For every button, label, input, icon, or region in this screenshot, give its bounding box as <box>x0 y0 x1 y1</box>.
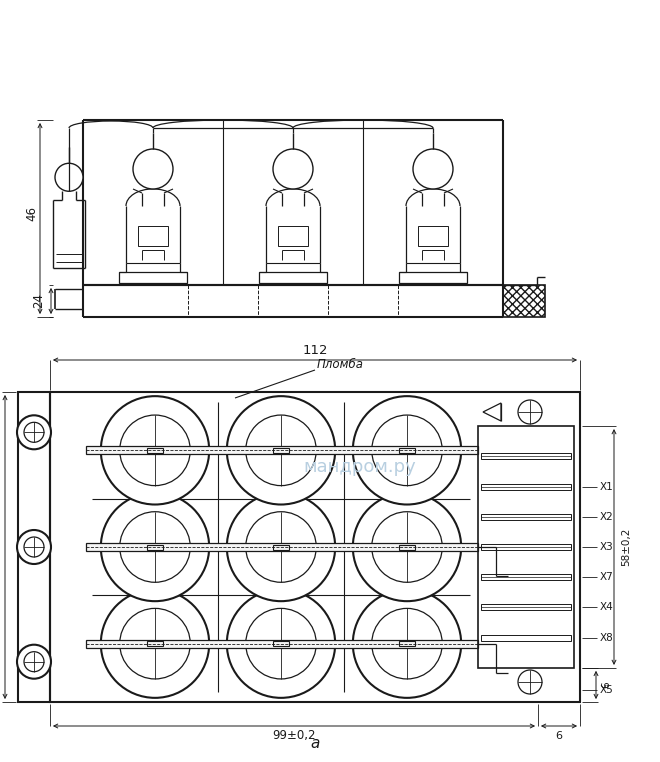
Text: мандром.ру: мандром.ру <box>304 458 416 476</box>
Bar <box>503 285 545 317</box>
Bar <box>481 575 571 580</box>
Circle shape <box>372 512 442 582</box>
Bar <box>147 545 163 549</box>
Bar <box>399 545 415 549</box>
Circle shape <box>353 396 461 504</box>
Bar <box>418 226 448 246</box>
Bar <box>278 226 308 246</box>
Text: 24: 24 <box>32 293 46 309</box>
Bar <box>478 426 574 668</box>
Bar <box>86 639 478 648</box>
Text: X5: X5 <box>600 685 614 695</box>
Bar <box>481 484 571 489</box>
Text: X8: X8 <box>600 632 614 642</box>
Text: 71: 71 <box>0 539 1 555</box>
Circle shape <box>353 590 461 698</box>
Bar <box>481 514 571 520</box>
Text: 99±0,2: 99±0,2 <box>272 729 315 742</box>
Text: 58±0,2: 58±0,2 <box>621 528 631 566</box>
Bar <box>481 635 571 641</box>
Circle shape <box>246 608 316 679</box>
Bar <box>273 545 289 549</box>
Circle shape <box>17 530 51 564</box>
Text: a: a <box>310 737 319 751</box>
Bar <box>50 392 580 702</box>
Bar <box>399 448 415 453</box>
Text: 6: 6 <box>556 731 562 741</box>
Text: X1: X1 <box>600 482 614 491</box>
Circle shape <box>101 493 209 601</box>
Text: 112: 112 <box>302 344 328 357</box>
Circle shape <box>273 149 313 189</box>
Text: X2: X2 <box>600 512 614 522</box>
Bar <box>399 272 467 283</box>
Bar <box>147 448 163 453</box>
Text: X4: X4 <box>600 603 614 613</box>
Circle shape <box>17 645 51 679</box>
Bar <box>119 272 187 283</box>
Bar <box>481 544 571 550</box>
Text: X7: X7 <box>600 572 614 582</box>
Circle shape <box>24 537 44 557</box>
Bar <box>399 641 415 646</box>
Bar <box>273 448 289 453</box>
Circle shape <box>518 670 542 694</box>
Text: Пломба: Пломба <box>317 358 364 372</box>
Circle shape <box>227 493 335 601</box>
Circle shape <box>24 652 44 671</box>
Circle shape <box>17 415 51 450</box>
Circle shape <box>119 608 190 679</box>
Bar <box>86 543 478 551</box>
Bar <box>86 447 478 454</box>
Text: X3: X3 <box>600 542 614 552</box>
Circle shape <box>227 396 335 504</box>
Circle shape <box>413 149 453 189</box>
Text: 6: 6 <box>601 682 611 688</box>
Circle shape <box>55 163 83 191</box>
Circle shape <box>119 512 190 582</box>
Circle shape <box>372 608 442 679</box>
Circle shape <box>246 415 316 485</box>
Circle shape <box>353 493 461 601</box>
Bar <box>18 392 50 702</box>
Bar <box>481 604 571 610</box>
Bar <box>138 226 168 246</box>
Circle shape <box>101 396 209 504</box>
Bar <box>259 272 327 283</box>
Circle shape <box>246 512 316 582</box>
Circle shape <box>24 422 44 442</box>
Bar <box>273 641 289 646</box>
Circle shape <box>119 415 190 485</box>
Circle shape <box>227 590 335 698</box>
Circle shape <box>101 590 209 698</box>
Circle shape <box>372 415 442 485</box>
Text: 46: 46 <box>26 206 38 221</box>
Circle shape <box>518 400 542 424</box>
Bar <box>147 641 163 646</box>
Bar <box>481 453 571 459</box>
Circle shape <box>133 149 173 189</box>
